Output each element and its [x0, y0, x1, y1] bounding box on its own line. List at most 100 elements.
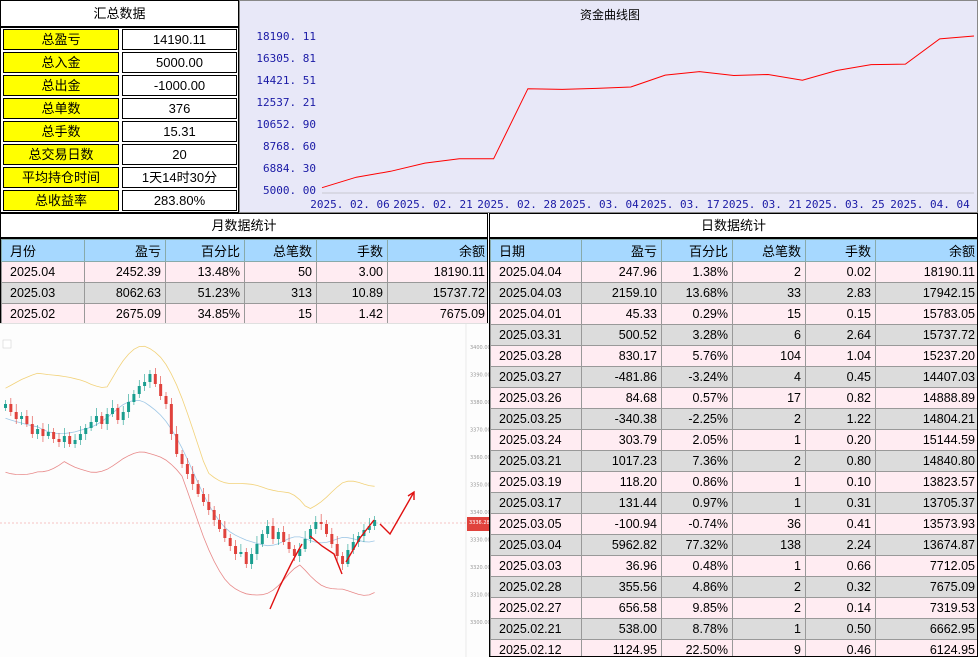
daily-cell: 2: [732, 450, 806, 472]
table-row[interactable]: 2025.04.01 45.33 0.29% 15 0.15 15783.05: [490, 303, 977, 325]
daily-cell: 17942.15: [875, 282, 977, 304]
monthly-cell: 18190.11: [387, 261, 487, 283]
daily-column-header[interactable]: 百分比: [661, 239, 733, 262]
table-row[interactable]: 2025.04.04 247.96 1.38% 2 0.02 18190.11: [490, 261, 977, 283]
candle-body: [341, 556, 345, 564]
daily-cell: -2.25%: [661, 408, 733, 430]
daily-column-header[interactable]: 总笔数: [732, 239, 806, 262]
candle-body: [175, 434, 179, 454]
table-row[interactable]: 2025.03.31 500.52 3.28% 6 2.64 15737.72: [490, 324, 977, 346]
table-row[interactable]: 2025.02 2675.09 34.85% 15 1.42 7675.09: [1, 303, 487, 325]
equity-y-tick-label: 5000. 00: [263, 184, 316, 197]
monthly-column-header[interactable]: 余额: [387, 239, 487, 262]
daily-cell: 33: [732, 282, 806, 304]
candle-body: [57, 439, 61, 442]
table-row[interactable]: 2025.04.03 2159.10 13.68% 33 2.83 17942.15: [490, 282, 977, 304]
equity-chart-svg: 资金曲线图 18190. 11 16305. 81 14421. 51 12537. …: [256, 7, 975, 211]
daily-cell: 2025.02.12: [490, 639, 582, 656]
daily-cell: 13674.87: [875, 534, 977, 556]
daily-cell: 500.52: [581, 324, 662, 346]
equity-y-tick-label: 12537. 21: [256, 96, 316, 109]
table-row[interactable]: 2025.03.05 -100.94 -0.74% 36 0.41 13573.93: [490, 513, 977, 535]
candle-body: [271, 526, 275, 539]
summary-row: 总出金 -1000.00: [1, 74, 238, 97]
table-row[interactable]: 2025.03.24 303.79 2.05% 1 0.20 15144.59: [490, 429, 977, 451]
candle-body: [367, 526, 371, 530]
table-row[interactable]: 2025.02.27 656.58 9.85% 2 0.14 7319.53: [490, 597, 977, 619]
monthly-column-header[interactable]: 手数: [316, 239, 388, 262]
candlestick-chart-svg: 3400.00 3390.00 3380.00 3370.00 3360.00 3350.…: [0, 324, 489, 657]
table-row[interactable]: 2025.02.21 538.00 8.78% 1 0.50 6662.95: [490, 618, 977, 640]
monthly-column-header[interactable]: 月份: [1, 239, 85, 262]
daily-cell: 0.46: [805, 639, 876, 656]
daily-cell: 2025.03.19: [490, 471, 582, 493]
daily-stats-panel[interactable]: 日数据统计 日期 盈亏 百分比 总笔数 手数 余额 2025.04.04 247.96 1.3…: [489, 213, 978, 657]
candle-body: [111, 408, 114, 414]
table-row[interactable]: 2025.03.26 84.68 0.57% 17 0.82 14888.89: [490, 387, 977, 409]
daily-cell: 1: [732, 492, 806, 514]
daily-cell: 0.15: [805, 303, 876, 325]
daily-cell: 2025.03.04: [490, 534, 582, 556]
trend-arrow-3: [345, 519, 375, 563]
summary-label: 平均持仓时间: [3, 167, 119, 188]
daily-cell: 247.96: [581, 261, 662, 283]
daily-cell: 13573.93: [875, 513, 977, 535]
daily-column-header[interactable]: 日期: [490, 239, 582, 262]
equity-x-tick-label: 2025. 03. 17: [640, 198, 719, 211]
daily-cell: 2.64: [805, 324, 876, 346]
table-row[interactable]: 2025.03.25 -340.38 -2.25% 2 1.22 14804.21: [490, 408, 977, 430]
candle-body: [73, 440, 77, 444]
daily-cell: 2025.03.31: [490, 324, 582, 346]
table-row[interactable]: 2025.03.27 -481.86 -3.24% 4 0.45 14407.03: [490, 366, 977, 388]
table-row[interactable]: 2025.03.03 36.96 0.48% 1 0.66 7712.05: [490, 555, 977, 577]
candle-body: [132, 394, 136, 402]
monthly-column-header[interactable]: 盈亏: [84, 239, 166, 262]
daily-cell: 15237.20: [875, 345, 977, 367]
table-row[interactable]: 2025.03.04 5962.82 77.32% 138 2.24 13674.87: [490, 534, 977, 556]
monthly-column-header[interactable]: 百分比: [165, 239, 245, 262]
chart-collapse-icon[interactable]: [2, 339, 12, 349]
daily-cell: 0.14: [805, 597, 876, 619]
candle-body: [9, 404, 13, 412]
daily-cell: -481.86: [581, 366, 662, 388]
daily-cell: 118.20: [581, 471, 662, 493]
monthly-column-header[interactable]: 总笔数: [244, 239, 317, 262]
candle-body: [121, 412, 125, 420]
summary-label: 总单数: [3, 98, 119, 119]
daily-cell: 104: [732, 345, 806, 367]
daily-column-header[interactable]: 盈亏: [581, 239, 662, 262]
daily-cell: 2025.04.03: [490, 282, 582, 304]
daily-cell: 355.56: [581, 576, 662, 598]
price-axis-tick: 3390.00: [470, 373, 489, 379]
table-row[interactable]: 2025.02.12 1124.95 22.50% 9 0.46 6124.95: [490, 639, 977, 656]
candle-body: [36, 429, 40, 434]
candlestick-chart-image: 3400.00 3390.00 3380.00 3370.00 3360.00 3350.…: [0, 323, 489, 657]
candle-body: [298, 549, 302, 556]
table-row[interactable]: 2025.02.28 355.56 4.86% 2 0.32 7675.09: [490, 576, 977, 598]
daily-cell: 1: [732, 471, 806, 493]
daily-cell: 0.82: [805, 387, 876, 409]
table-row[interactable]: 2025.03.21 1017.23 7.36% 2 0.80 14840.80: [490, 450, 977, 472]
daily-cell: 7675.09: [875, 576, 977, 598]
candle-body: [228, 538, 232, 546]
table-row[interactable]: 2025.03.17 131.44 0.97% 1 0.31 13705.37: [490, 492, 977, 514]
table-row[interactable]: 2025.03.28 830.17 5.76% 104 1.04 15237.20: [490, 345, 977, 367]
summary-title: 汇总数据: [1, 1, 238, 28]
daily-cell: 77.32%: [661, 534, 733, 556]
candle-body: [292, 549, 296, 556]
daily-cell: 1.04: [805, 345, 876, 367]
candle-body: [314, 522, 318, 529]
price-axis-tick: 3350.00: [470, 483, 489, 489]
daily-column-header[interactable]: 手数: [805, 239, 876, 262]
table-row[interactable]: 2025.03 8062.63 51.23% 313 10.89 15737.72: [1, 282, 487, 304]
daily-cell: 0.41: [805, 513, 876, 535]
equity-y-tick-label: 6884. 30: [263, 162, 316, 175]
equity-series-line: [321, 35, 975, 189]
daily-cell: 2.83: [805, 282, 876, 304]
daily-cell: -3.24%: [661, 366, 733, 388]
table-row[interactable]: 2025.04 2452.39 13.48% 50 3.00 18190.11: [1, 261, 487, 283]
daily-column-header[interactable]: 余额: [875, 239, 977, 262]
daily-cell: 2: [732, 261, 806, 283]
table-row[interactable]: 2025.03.19 118.20 0.86% 1 0.10 13823.57: [490, 471, 977, 493]
daily-cell: 2025.03.25: [490, 408, 582, 430]
